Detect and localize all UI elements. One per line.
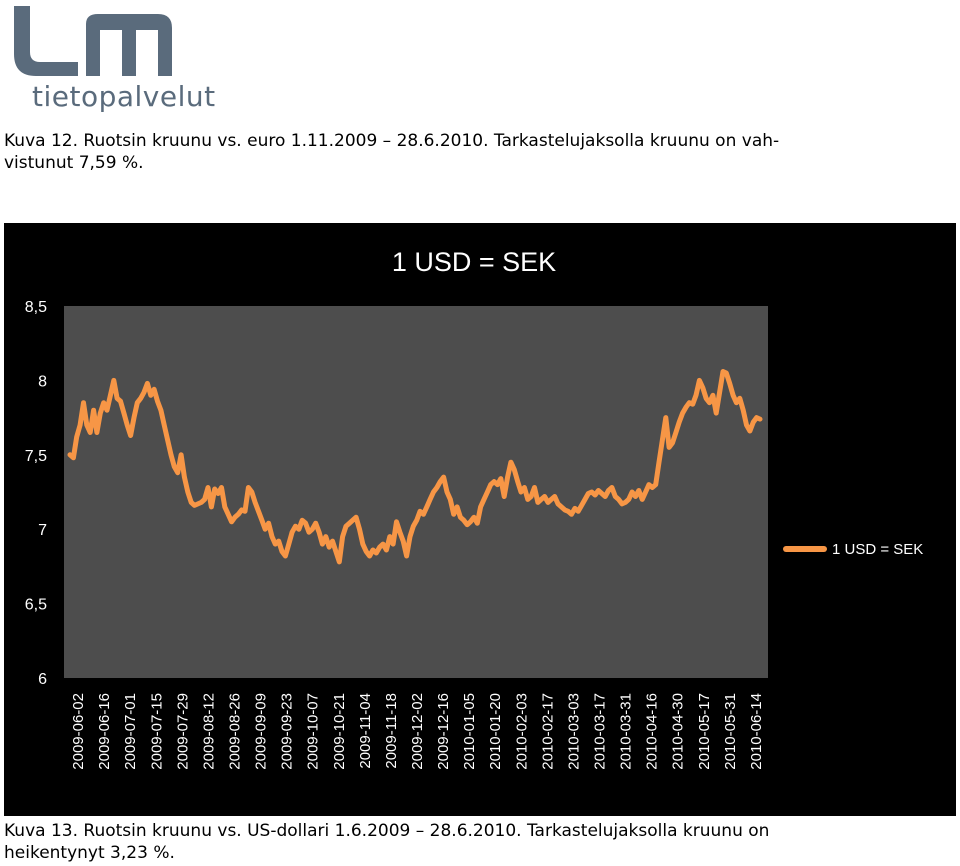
caption-line: heikentynyt 3,23 %. bbox=[4, 843, 175, 863]
x-tick-label: 2009-07-15 bbox=[148, 693, 165, 770]
caption-line: Kuva 13. Ruotsin kruunu vs. US-dollari 1… bbox=[4, 821, 770, 841]
series-line bbox=[67, 369, 763, 565]
x-tick-label: 2010-05-17 bbox=[696, 693, 713, 770]
x-tick-label: 2009-06-02 bbox=[70, 693, 87, 770]
y-tick-label: 7,5 bbox=[25, 448, 47, 465]
figure-caption-13: Kuva 13. Ruotsin kruunu vs. US-dollari 1… bbox=[4, 820, 954, 864]
x-tick-label: 2009-10-21 bbox=[331, 693, 348, 770]
x-tick-label: 2009-11-18 bbox=[383, 693, 400, 769]
chart-title: 1 USD = SEK bbox=[392, 247, 556, 277]
plot-area bbox=[64, 306, 768, 678]
line-chart: 1 USD = SEK 8,5 8 7,5 7 6,5 6 2009-06-02 2009-06… bbox=[25, 247, 924, 770]
x-tick-label: 2010-05-31 bbox=[722, 693, 739, 770]
x-tick-label: 2010-01-20 bbox=[487, 693, 504, 770]
x-tick-label: 2010-04-30 bbox=[670, 693, 687, 770]
y-tick-label: 6,5 bbox=[25, 597, 47, 614]
x-tick-label: 2009-12-02 bbox=[409, 693, 426, 770]
logo-mark bbox=[14, 6, 172, 76]
figure-caption-12: Kuva 12. Ruotsin kruunu vs. euro 1.11.20… bbox=[4, 130, 954, 174]
x-tick-label: 2009-08-26 bbox=[226, 693, 243, 770]
chart-container: 1 USD = SEK 8,5 8 7,5 7 6,5 6 2009-06-02 2009-06… bbox=[4, 223, 956, 816]
x-tick-label: 2009-07-01 bbox=[122, 693, 139, 770]
caption-line: Kuva 12. Ruotsin kruunu vs. euro 1.11.20… bbox=[4, 131, 780, 151]
x-tick-label: 2010-02-17 bbox=[539, 693, 556, 770]
y-tick-label: 8,5 bbox=[25, 299, 47, 316]
x-tick-label: 2009-09-23 bbox=[279, 693, 296, 770]
x-tick-label: 2009-12-16 bbox=[435, 693, 452, 770]
x-tick-label: 2009-11-04 bbox=[357, 693, 374, 769]
y-tick-label: 8 bbox=[38, 373, 47, 390]
x-tick-label: 2009-08-12 bbox=[200, 693, 217, 770]
x-tick-label: 2009-06-16 bbox=[96, 693, 113, 770]
caption-line: vistunut 7,59 %. bbox=[4, 153, 144, 173]
x-tick-label: 2009-09-09 bbox=[253, 693, 270, 770]
y-tick-label: 6 bbox=[38, 671, 47, 688]
x-tick-label: 2010-01-05 bbox=[461, 693, 478, 770]
x-tick-label: 2009-07-29 bbox=[174, 693, 191, 770]
x-tick-label: 2010-06-14 bbox=[748, 693, 765, 770]
y-tick-label: 7 bbox=[38, 522, 47, 539]
logo-tagline: tietopalvelut bbox=[32, 80, 216, 113]
x-tick-label: 2010-03-03 bbox=[565, 693, 582, 770]
x-tick-label: 2009-10-07 bbox=[305, 693, 322, 770]
x-tick-label: 2010-02-03 bbox=[513, 693, 530, 770]
legend-label: 1 USD = SEK bbox=[832, 541, 923, 558]
company-logo: tietopalvelut bbox=[8, 4, 215, 114]
x-tick-label: 2010-03-31 bbox=[618, 693, 635, 770]
x-tick-label: 2010-04-16 bbox=[644, 693, 661, 770]
x-tick-label: 2010-03-17 bbox=[592, 693, 609, 770]
